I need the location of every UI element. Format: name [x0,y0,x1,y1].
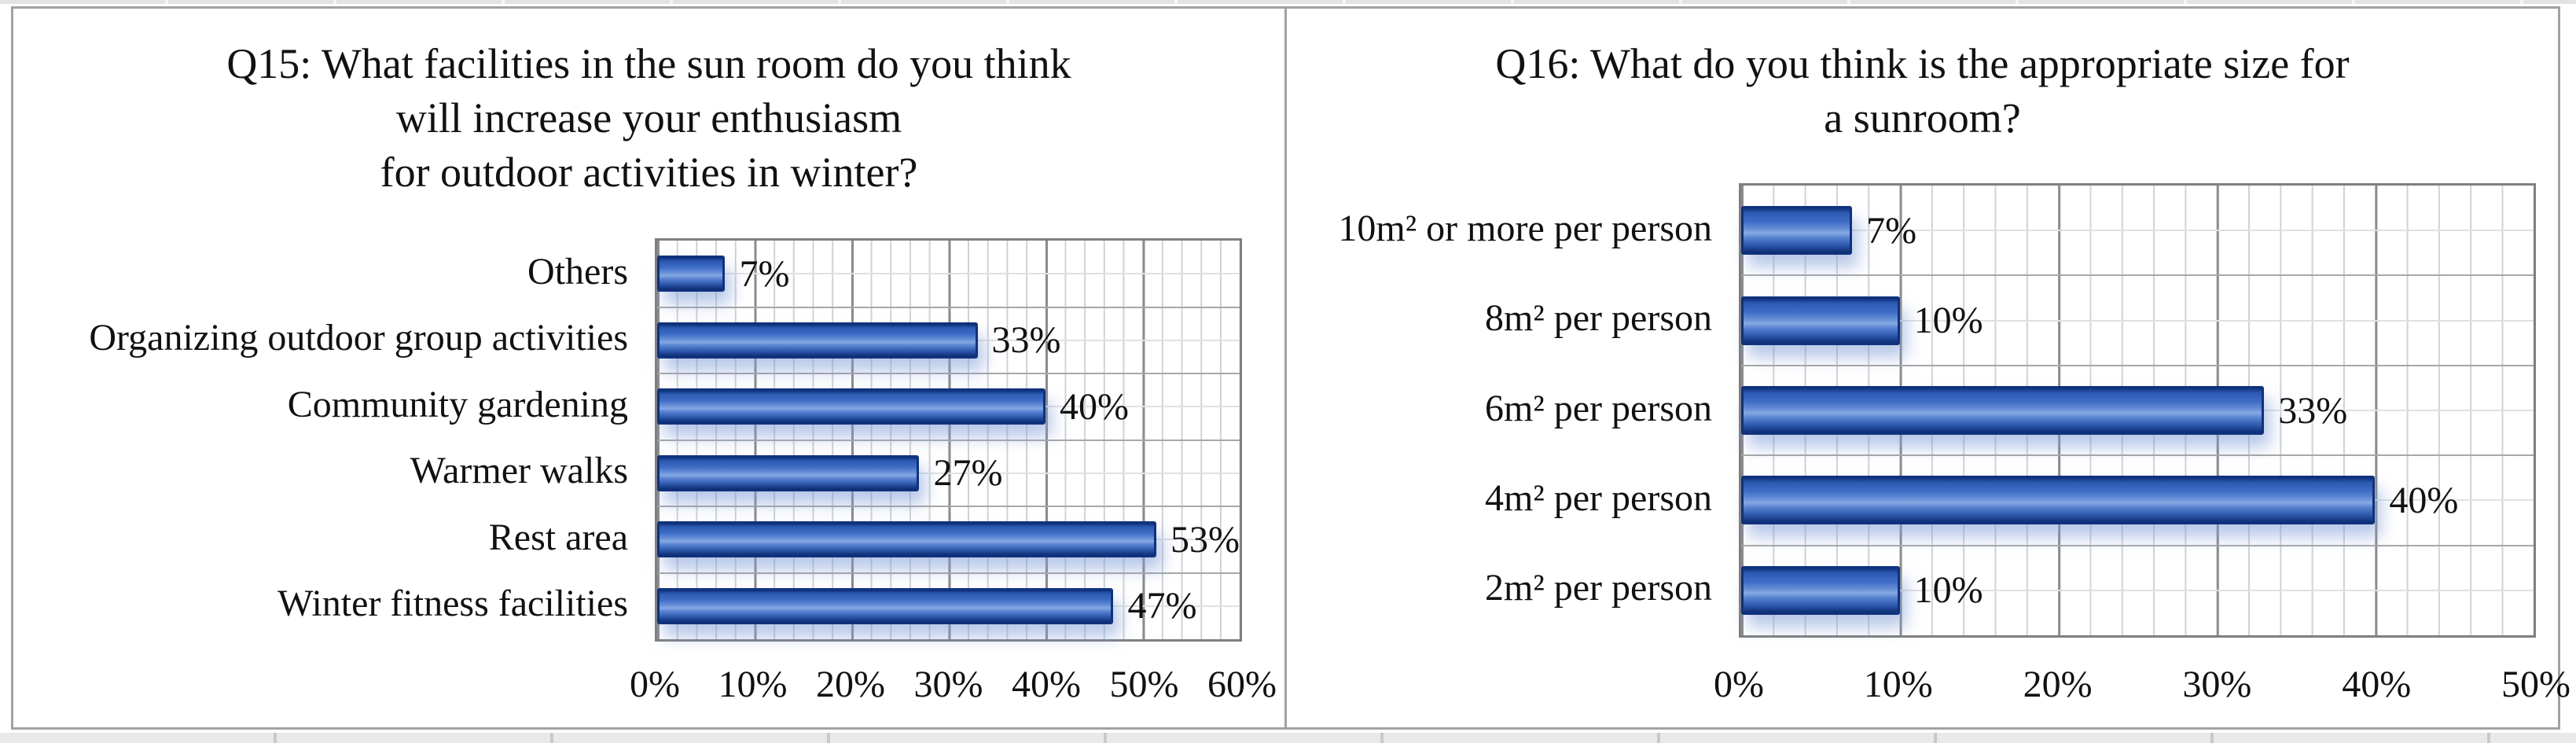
category-axis-labels: 10m² or more per person 8m² per person 6… [1287,183,1726,633]
bar-row: 10% [1741,274,2534,365]
category-label: Community gardening [287,383,628,425]
chart-title-line: a sunroom? [1824,94,2021,142]
bar [657,454,920,491]
bar-value-label: 27% [933,452,1003,495]
chart-title-line: for outdoor activities in winter? [380,149,918,196]
category-label: Warmer walks [410,450,628,492]
axis-tick-label: 20% [2023,664,2093,705]
bar-row: 40% [657,373,1240,440]
chart-title-line: Q15: What facilities in the sun room do … [226,40,1071,87]
axis-tick-label: 0% [630,664,680,705]
panel-q15: Q15: What facilities in the sun room do … [13,9,1284,727]
bar-row: 33% [1741,364,2534,455]
axis-tick-label: 30% [913,664,983,705]
page-top-edge-strip [0,0,2576,4]
bar-value-label: 33% [991,319,1061,362]
bar [657,388,1045,425]
bar-row: 27% [657,439,1240,507]
chart-title-line: Q16: What do you think is the appropriat… [1495,40,2350,87]
plot-area: 7% 33% 40% 27% 53% [655,238,1242,642]
value-axis: 0% 10% 20% 30% 40% 50% 60% [630,663,1277,719]
bar-value-label: 10% [1913,569,1983,612]
chart-title-line: will increase your enthusiasm [395,94,902,142]
axis-tick-label: 10% [718,664,788,705]
category-label: 6m² per person [1485,387,1712,429]
bar [1741,565,1900,615]
bar [657,587,1114,624]
axis-tick-label: 40% [1012,664,1081,705]
bar-row: 33% [657,306,1240,374]
category-axis-labels: Others Organizing outdoor group activiti… [13,238,642,637]
axis-tick-label: 50% [2501,664,2570,705]
bar-value-label: 33% [2278,389,2348,432]
bar-row: 7% [1741,186,2534,275]
bar-row: 53% [657,506,1240,573]
category-label: 4m² per person [1485,476,1712,519]
plot-area: 7% 10% 33% 40% 10% [1739,183,2536,638]
axis-tick-label: 60% [1207,664,1277,705]
bar [1741,206,1853,256]
bar-row: 10% [1741,544,2534,635]
axis-tick-label: 0% [1714,664,1764,705]
bar-value-label: 40% [1060,385,1129,428]
category-label: 2m² per person [1485,567,1712,609]
bar-row: 47% [657,572,1240,640]
category-label: Others [527,250,628,292]
axis-tick-label: 50% [1109,664,1179,705]
figure-frame: Q15: What facilities in the sun room do … [11,6,2570,730]
bar-value-label: 40% [2389,479,2459,521]
category-label: Organizing outdoor group activities [89,317,628,359]
page-bottom-edge-strip [0,733,2576,743]
chart-title-q15: Q15: What facilities in the sun room do … [13,37,1284,200]
bar [657,521,1157,558]
bar-value-label: 47% [1127,585,1197,627]
bar [657,256,726,292]
bar-value-label: 53% [1170,518,1240,561]
bar-row: 7% [657,241,1240,307]
axis-tick-label: 20% [815,664,885,705]
bar-value-label: 7% [1866,209,1917,252]
category-label: Rest area [488,516,628,558]
category-label: 8m² per person [1485,297,1712,340]
bar [1741,476,2376,525]
category-label: Winter fitness facilities [277,583,628,625]
chart-title-q16: Q16: What do you think is the appropriat… [1287,37,2558,145]
category-label: 10m² or more per person [1338,207,1712,249]
bar-row: 40% [1741,454,2534,545]
panel-q16: Q16: What do you think is the appropriat… [1284,9,2570,727]
axis-tick-label: 10% [1863,664,1933,705]
axis-tick-label: 40% [2342,664,2412,705]
value-axis: 0% 10% 20% 30% 40% 50% [1714,663,2570,719]
bar [657,322,978,359]
bar-value-label: 7% [739,252,790,295]
bar [1741,296,1900,345]
axis-tick-label: 30% [2182,664,2252,705]
bar [1741,386,2265,436]
bar-value-label: 10% [1913,300,1983,342]
